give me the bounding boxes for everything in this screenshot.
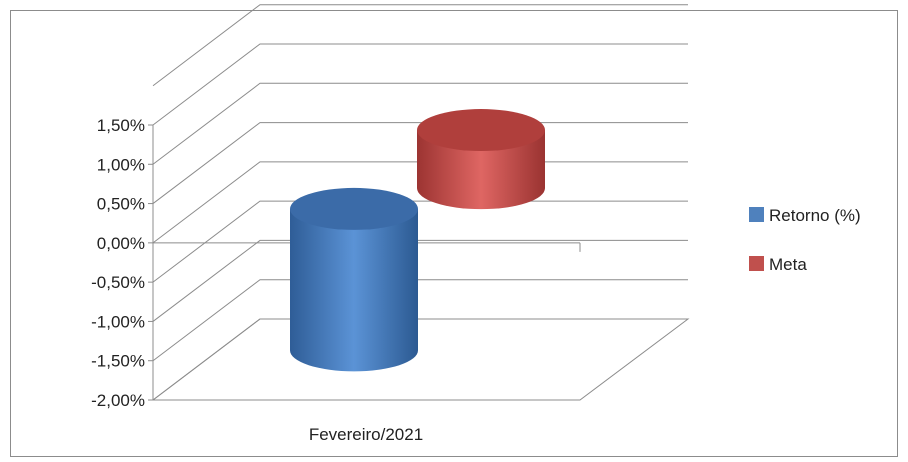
gridline bbox=[152, 279, 688, 362]
gridline bbox=[152, 82, 688, 165]
bar-retorno bbox=[290, 187, 418, 372]
legend-label: Meta bbox=[769, 255, 807, 274]
gridline bbox=[152, 4, 688, 87]
bar-body bbox=[290, 208, 418, 372]
legend-label: Retorno (%) bbox=[769, 206, 861, 225]
bar-top bbox=[290, 187, 418, 230]
y-tick-label: 1,00% bbox=[97, 155, 145, 174]
bar-top bbox=[417, 109, 545, 152]
chart-border bbox=[10, 10, 898, 457]
legend: Retorno (%) Meta bbox=[749, 206, 861, 274]
x-category-label: Fevereiro/2021 bbox=[309, 425, 423, 444]
y-tick-label: -1,50% bbox=[91, 352, 145, 371]
gridline bbox=[152, 122, 688, 204]
gridline bbox=[152, 239, 688, 322]
grid-layer bbox=[151, 4, 690, 401]
y-tick-label: -0,50% bbox=[91, 273, 145, 292]
y-tick-label: -2,00% bbox=[91, 391, 145, 410]
y-tick-label: 0,00% bbox=[97, 234, 145, 253]
y-tick-label: -1,00% bbox=[91, 312, 145, 331]
y-tick-label: 1,50% bbox=[97, 116, 145, 135]
legend-swatch bbox=[749, 256, 764, 271]
bar-layer bbox=[290, 109, 545, 372]
gridline bbox=[152, 200, 688, 283]
axis-layer: -2,00% -1,50% -1,00% -0,50% 0,00% 0,50% 1,00% 1… bbox=[91, 116, 581, 444]
bar-body bbox=[417, 130, 545, 210]
bar-meta bbox=[417, 109, 545, 210]
y-tick-label: 0,50% bbox=[97, 195, 145, 214]
gridline bbox=[152, 161, 688, 244]
floor-plane bbox=[151, 318, 690, 401]
gridline bbox=[152, 43, 688, 126]
legend-swatch bbox=[749, 207, 764, 222]
